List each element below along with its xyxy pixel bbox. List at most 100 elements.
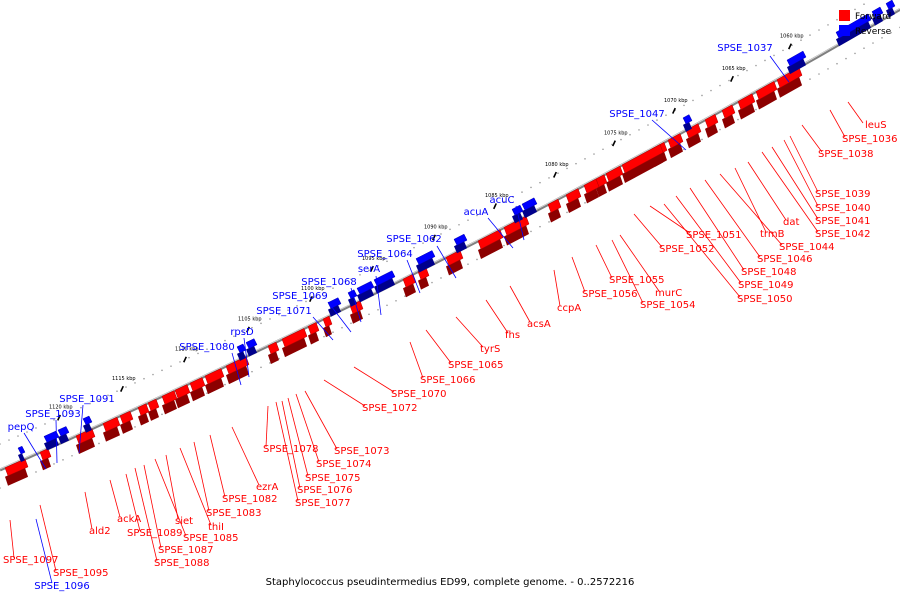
legend-label: Reverse (855, 27, 892, 37)
gene-label-leader (350, 287, 362, 323)
gene-label: SPSE_1062 (386, 234, 442, 245)
gene-arrow (445, 249, 464, 276)
gene-label-leader (281, 400, 301, 489)
gene-label: SPSE_1052 (659, 244, 715, 255)
gene-label: trmB (760, 229, 785, 240)
scale-tick (370, 265, 374, 272)
gene-arrow (189, 377, 206, 402)
gene-label: SPSE_1050 (737, 294, 793, 305)
gene-arrow (82, 415, 93, 433)
gene-label-leader (209, 434, 226, 498)
scale-tick-label: 1065 kbp (722, 66, 746, 72)
scale-tick-label: 1115 kbp (112, 376, 136, 382)
gene-label-leader (436, 245, 457, 279)
genome-backbone-highlight (0, 8, 900, 470)
scale-ticks: 1060 kbp 1065 kbp 1070 kbp 1075 kbp 1080 kbp… (49, 33, 804, 421)
gene-label-leader (619, 234, 660, 292)
legend-label: Forward (855, 12, 891, 22)
gene-label-leader (487, 217, 514, 249)
gene-label: rpsD (230, 327, 254, 338)
gene-label-leader (179, 447, 212, 526)
gene-label-leader (409, 341, 424, 379)
gene-label: SPSE_1056 (582, 289, 638, 300)
gene-label-leader (231, 426, 260, 486)
gene-track (4, 0, 896, 486)
gene-arrow (137, 403, 150, 426)
gene-label-leader (509, 285, 531, 323)
gene-label-leader (312, 316, 334, 341)
gene-label-leader (515, 205, 525, 241)
gene-label: SPSE_1042 (815, 229, 871, 240)
gene-arrow (17, 445, 26, 463)
gene-label: SPSE_1048 (741, 267, 797, 278)
gene-arrow (43, 430, 60, 451)
gene-label: SPSE_1093 (25, 409, 81, 420)
gene-label: ald2 (89, 526, 111, 537)
gene-label: SPSE_1037 (717, 43, 773, 54)
gene-label-leader (734, 167, 767, 233)
gene-label-leader (553, 269, 561, 307)
gene-label: SPSE_1071 (256, 306, 312, 317)
gene-label: tyrS (480, 344, 500, 355)
gene-label: serA (358, 264, 380, 275)
gene-arrow (39, 448, 52, 471)
scale-tick (612, 140, 616, 147)
gene-arrow (119, 410, 134, 434)
gene-arrow (547, 198, 562, 223)
gene-label-leader (231, 352, 242, 386)
gene-label-leader (633, 213, 663, 248)
gene-label-leader (789, 135, 819, 193)
gene-label-leader (125, 473, 141, 532)
gene-label-leader (143, 464, 162, 549)
scale-tick-label: 1085 kbp (485, 193, 509, 199)
gene-label: SPSE_1072 (362, 403, 418, 414)
gene-label: SPSE_1051 (686, 230, 742, 241)
legend-swatch (839, 10, 850, 21)
gene-arrow (356, 280, 375, 303)
gene-label-leader (801, 124, 823, 153)
gene-label-leader (39, 504, 57, 572)
gene-label: SPSE_1073 (334, 446, 390, 457)
genome-caption: Staphylococcus pseudintermedius ED99, co… (265, 577, 635, 588)
gene-label-leader (847, 101, 864, 124)
gene-label: SPSE_1049 (738, 280, 794, 291)
gene-arrow (415, 250, 436, 273)
gene-label-leader (651, 119, 687, 151)
gene-label: SPSE_1080 (179, 342, 235, 353)
gene-label-leader (134, 467, 158, 562)
gene-arrow (204, 368, 225, 395)
gene-arrow (307, 322, 320, 345)
gene-label-leader (769, 55, 790, 83)
gene-arrow (477, 229, 504, 259)
scale-tick (246, 326, 250, 333)
gene-label-leader (783, 139, 819, 207)
gene-label-leader (485, 299, 509, 334)
gene-label-leader (649, 205, 691, 234)
scale-tick (309, 295, 313, 303)
gene-label-leader (455, 316, 484, 348)
scale-tick (493, 203, 497, 210)
gene-label-leader (323, 379, 366, 407)
gene-label-leader (304, 390, 338, 450)
gene-arrow (737, 93, 756, 120)
gene-label: siet (175, 516, 193, 527)
gene-label: SPSE_1091 (59, 394, 115, 405)
gene-label: SPSE_1055 (609, 275, 665, 286)
gene-label: SPSE_1088 (154, 558, 210, 569)
gene-label: ackA (117, 514, 141, 525)
scale-tick (730, 75, 734, 82)
gene-label-leader (571, 256, 586, 293)
gene-label: SPSE_1089 (127, 528, 183, 539)
gene-label-leader (78, 404, 84, 454)
gene-label: SPSE_1044 (779, 242, 835, 253)
gene-arrow (755, 81, 778, 110)
gene-label: thiI (208, 522, 224, 533)
gene-label: leuS (865, 120, 887, 131)
gene-label-leader (829, 109, 846, 138)
scale-tick-label: 1095 kbp (362, 256, 386, 262)
scale-tick (553, 171, 557, 178)
gene-label: SPSE_1047 (609, 109, 665, 120)
gene-label: SPSE_1097 (3, 555, 59, 566)
gene-label-leader (611, 239, 644, 304)
